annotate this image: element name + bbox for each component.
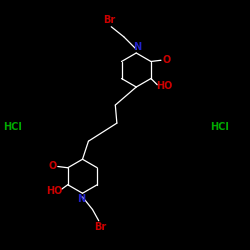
- Text: O: O: [162, 55, 170, 65]
- Text: N: N: [77, 194, 85, 204]
- Text: HO: HO: [156, 81, 173, 91]
- Text: Br: Br: [94, 222, 106, 232]
- Text: Br: Br: [103, 16, 115, 26]
- Text: O: O: [48, 161, 56, 171]
- Text: N: N: [134, 42, 141, 52]
- Text: HO: HO: [46, 186, 62, 196]
- Text: HCl: HCl: [210, 122, 230, 132]
- Text: HCl: HCl: [4, 122, 22, 132]
